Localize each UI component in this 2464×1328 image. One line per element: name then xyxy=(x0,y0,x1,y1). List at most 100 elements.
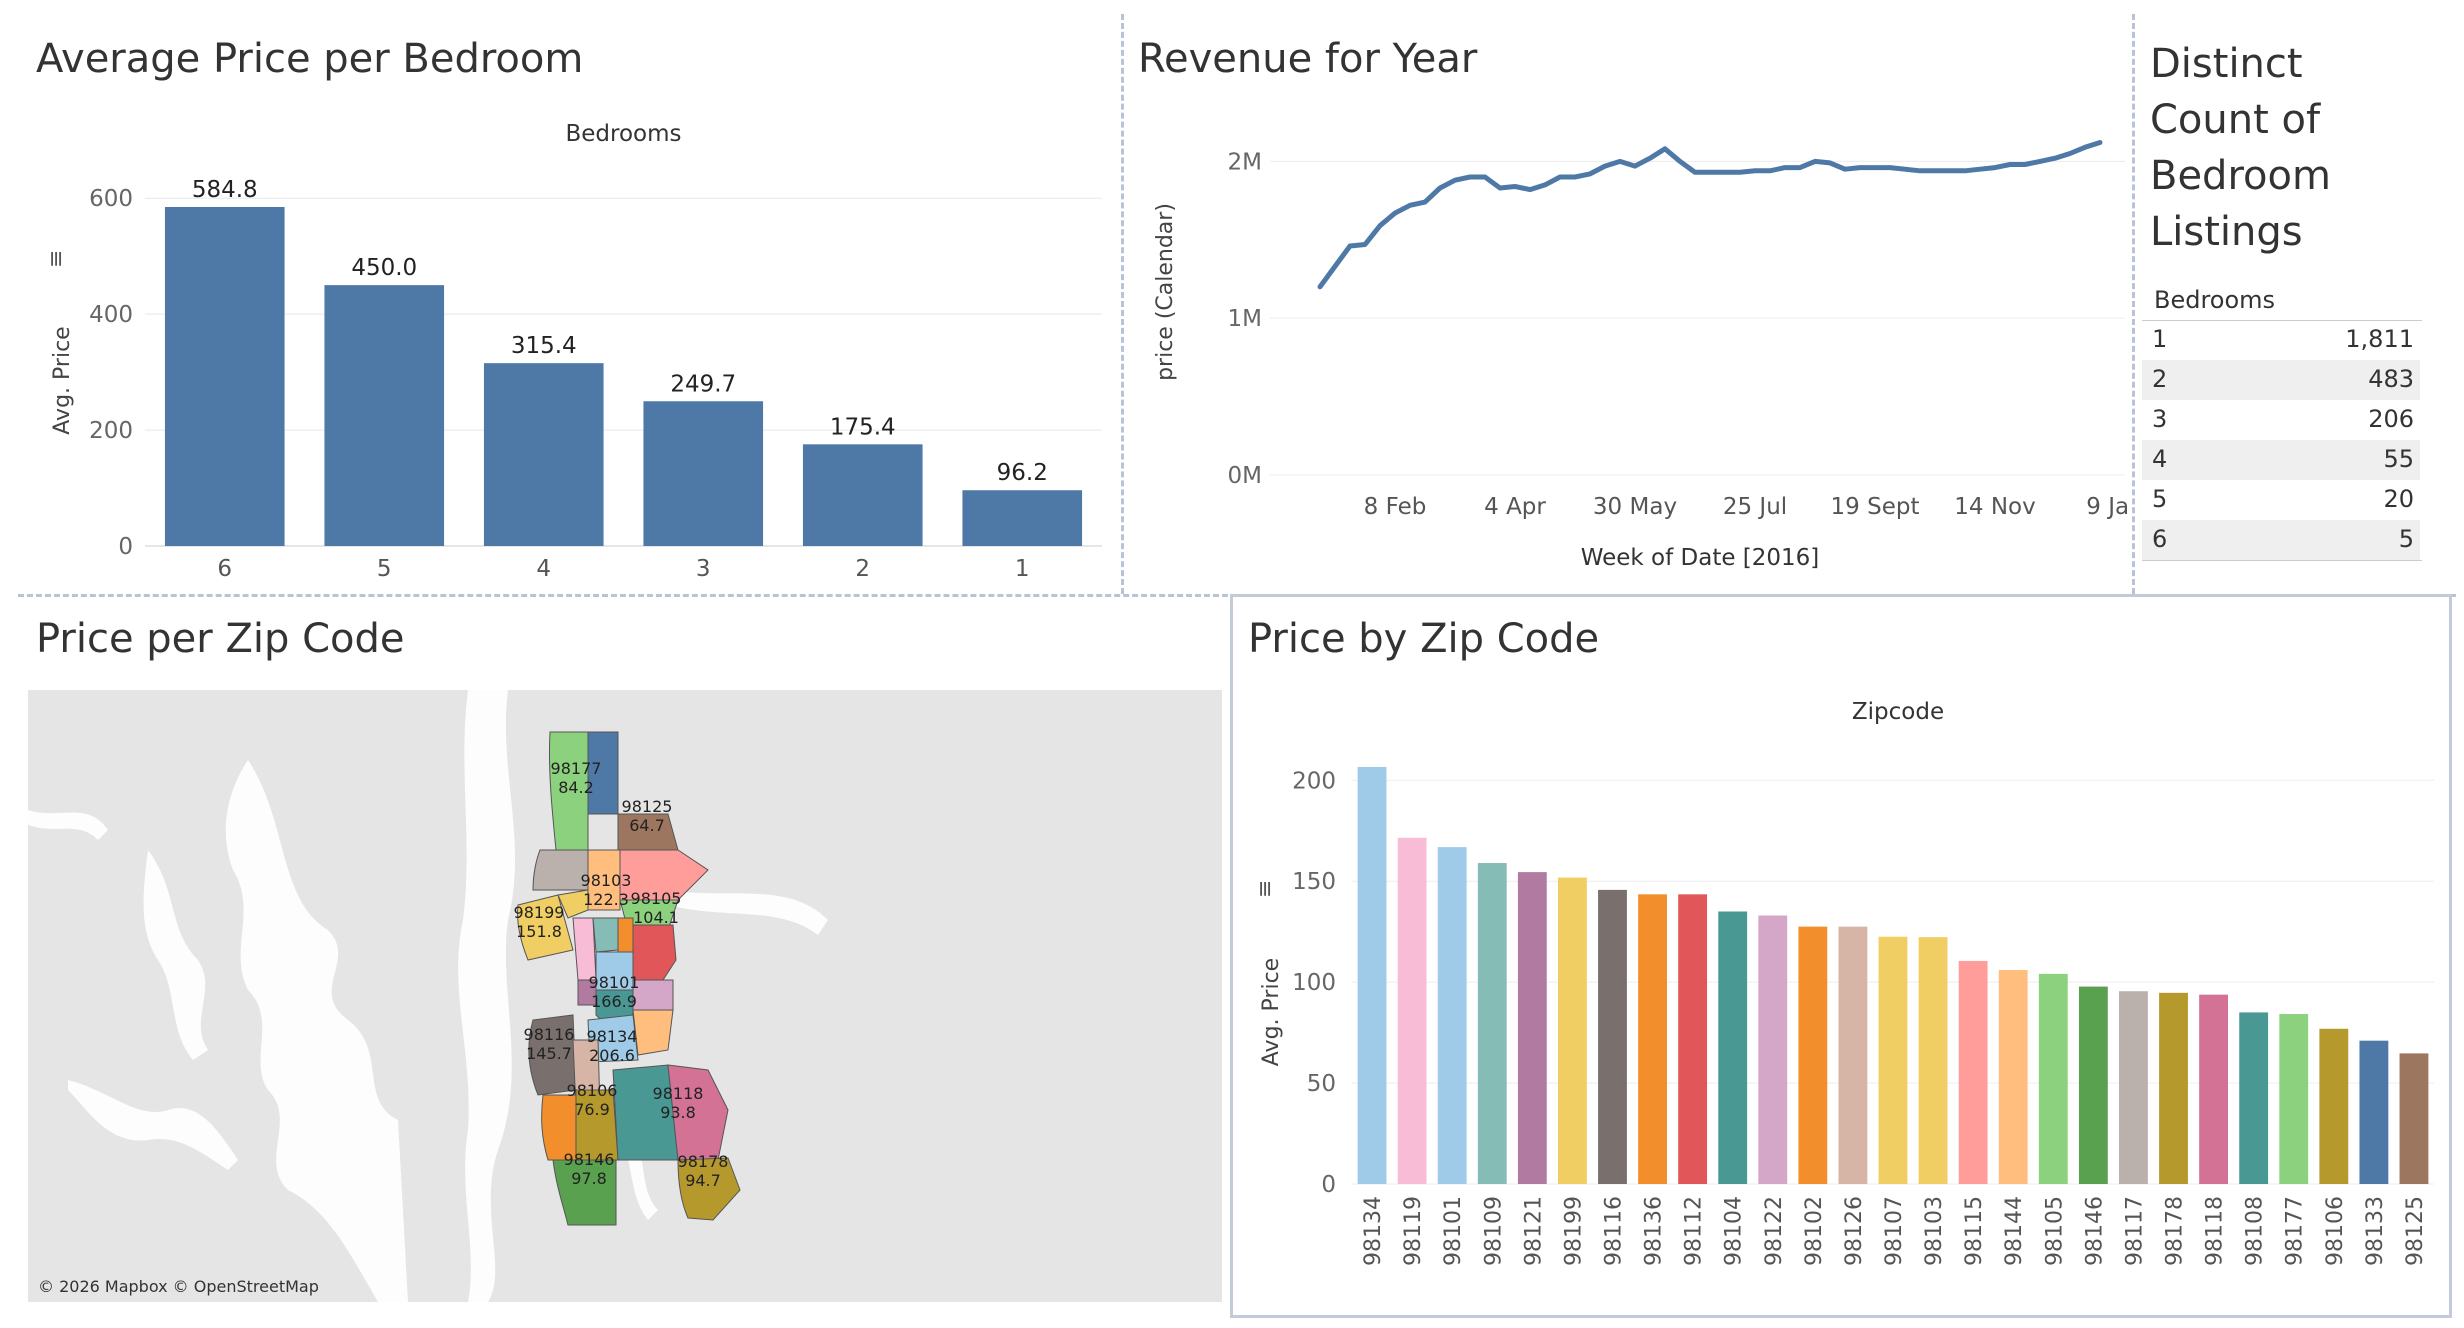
table-divider xyxy=(2142,560,2422,561)
y-tick-label: 200 xyxy=(89,418,133,444)
bar xyxy=(1798,926,1828,1184)
count-table: Bedrooms 1 1,811 2 483 3 206 4 55 5 20 6… xyxy=(2142,286,2422,561)
sort-icon: ≡ xyxy=(44,250,69,268)
count-title-line: Count of xyxy=(2150,97,2321,143)
bar xyxy=(2119,991,2148,1184)
map-value-label: 64.7 xyxy=(629,816,665,835)
x-tick-label: 98126 xyxy=(1842,1196,1867,1266)
zip-region-98109 xyxy=(592,917,619,953)
water-shape xyxy=(28,810,108,840)
x-tick-label: 98103 xyxy=(1922,1196,1947,1266)
x-tick-label: 98112 xyxy=(1682,1196,1707,1266)
x-axis-label: Week of Date [2016] xyxy=(1581,545,1820,571)
bar xyxy=(483,363,604,546)
sort-icon: ≡ xyxy=(1253,880,1278,898)
water-shape xyxy=(668,890,828,935)
map-value-label: 104.1 xyxy=(633,908,679,927)
map-zip-label: 98118 xyxy=(653,1084,704,1103)
y-tick-label: 100 xyxy=(1292,970,1336,996)
bar xyxy=(2239,1012,2269,1184)
count-title-line: Bedroom xyxy=(2150,153,2331,199)
x-tick-label: 98177 xyxy=(2283,1196,2308,1266)
bar xyxy=(2359,1040,2389,1184)
count-cell: 20 xyxy=(2383,485,2414,513)
bar xyxy=(1838,926,1868,1184)
map-attribution: © 2026 Mapbox © OpenStreetMap xyxy=(38,1277,319,1296)
map-zip-label: 98105 xyxy=(631,889,682,908)
table-row[interactable]: 4 55 xyxy=(2142,440,2420,480)
data-label: 450.0 xyxy=(351,255,417,281)
y-tick-label: 1M xyxy=(1228,306,1262,332)
bedrooms-cell: 6 xyxy=(2152,525,2168,553)
x-tick-label: 98107 xyxy=(1882,1196,1907,1266)
x-tick-label: 98101 xyxy=(1441,1196,1466,1266)
panel-divider xyxy=(1121,14,1124,594)
table-row[interactable]: 2 483 xyxy=(2142,360,2420,400)
y-axis-label: price (Calendar) xyxy=(1153,203,1178,381)
bar xyxy=(1557,877,1587,1184)
table-row[interactable]: 5 20 xyxy=(2142,480,2420,520)
y-tick-label: 400 xyxy=(89,302,133,328)
x-tick-label: 98133 xyxy=(2363,1196,2388,1266)
y-tick-label: 0 xyxy=(1321,1172,1336,1198)
bar xyxy=(643,401,764,546)
zip-region-98107 xyxy=(557,889,589,919)
x-tick-label: 98144 xyxy=(2002,1196,2027,1266)
map-value-label: 145.7 xyxy=(526,1044,572,1063)
bedrooms-cell: 1 xyxy=(2152,325,2168,353)
map-zip-label: 98106 xyxy=(567,1081,618,1100)
zip-code-map[interactable]: 98177 84.2 98125 64.7 98103 122.3 98105 104.1 98… xyxy=(28,690,1222,1302)
x-tick-label: 1 xyxy=(1015,556,1030,582)
count-cell: 1,811 xyxy=(2345,325,2414,353)
table-row[interactable]: 6 5 xyxy=(2142,520,2420,560)
x-tick-label: 98115 xyxy=(1962,1196,1987,1266)
map-zip-label: 98177 xyxy=(551,759,602,778)
x-tick-label: 8 Feb xyxy=(1364,494,1427,520)
count-cell: 5 xyxy=(2398,525,2414,553)
count-cell: 206 xyxy=(2368,405,2414,433)
y-tick-label: 150 xyxy=(1292,869,1336,895)
zip-region-98116 xyxy=(528,1014,577,1096)
count-table-header: Bedrooms xyxy=(2154,286,2276,314)
map-zip-label: 98134 xyxy=(587,1027,638,1046)
table-row[interactable]: 3 206 xyxy=(2142,400,2420,440)
bar xyxy=(2159,992,2188,1184)
map-title: Price per Zip Code xyxy=(36,616,405,662)
count-title-line: Listings xyxy=(2150,209,2303,255)
map-value-label: 151.8 xyxy=(516,922,562,941)
map-value-label: 206.6 xyxy=(589,1046,635,1065)
zip-bar-chart: Zipcode 0 50 100 150 200 Avg. Price ≡ 98134 98119… xyxy=(1253,699,2434,1266)
x-tick-label: 30 May xyxy=(1593,494,1677,520)
map-zip-label: 98199 xyxy=(514,903,565,922)
x-tick-label: 3 xyxy=(696,556,711,582)
count-cell: 483 xyxy=(2368,365,2414,393)
map-value-label: 122.3 xyxy=(583,890,629,909)
bedrooms-cell: 4 xyxy=(2152,445,2168,473)
data-label: 175.4 xyxy=(830,414,896,440)
count-table-title: Distinct Count of Bedroom Listings xyxy=(2150,36,2331,260)
bedrooms-cell: 2 xyxy=(2152,365,2168,393)
zip-region-98118 xyxy=(667,1064,729,1161)
bar xyxy=(2078,986,2108,1184)
y-axis-label: Avg. Price xyxy=(50,326,75,434)
x-tick-label: 14 Nov xyxy=(1954,494,2035,520)
water-shape xyxy=(68,1080,238,1170)
y-tick-label: 0 xyxy=(118,534,133,560)
map-zip-label: 98101 xyxy=(589,973,640,992)
y-tick-label: 200 xyxy=(1292,768,1336,794)
zip-region-98115 xyxy=(619,849,709,901)
x-tick-label: 98106 xyxy=(2323,1196,2348,1266)
x-tick-label: 98117 xyxy=(2122,1196,2147,1266)
map-value-label: 94.7 xyxy=(685,1171,721,1190)
data-label: 249.7 xyxy=(670,371,736,397)
bedroom-bar-chart: Bedrooms 0 200 400 600 Avg. Price ≡ 584.8 6 450.0… xyxy=(44,121,1102,582)
table-row[interactable]: 1 1,811 xyxy=(2142,320,2420,360)
bar xyxy=(324,285,445,546)
map-zip-label: 98146 xyxy=(564,1150,615,1169)
y-axis-label: Avg. Price xyxy=(1259,958,1284,1066)
count-cell: 55 xyxy=(2383,445,2414,473)
x-tick-label: 2 xyxy=(855,556,870,582)
map-value-label: 76.9 xyxy=(574,1100,610,1119)
